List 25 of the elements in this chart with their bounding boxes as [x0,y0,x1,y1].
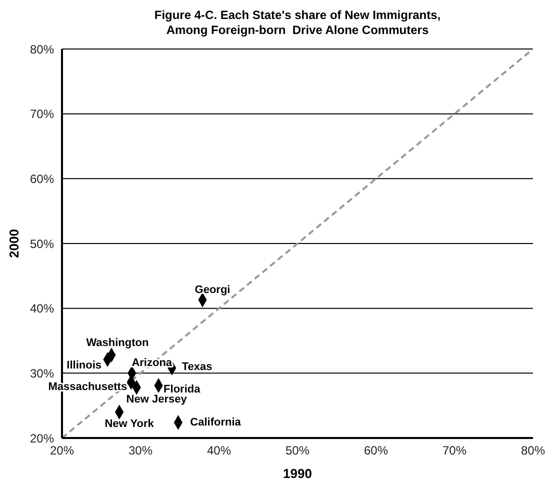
y-tick-label: 30% [30,366,54,380]
x-tick-label: 80% [520,444,546,458]
annotation: New York [104,418,155,430]
y-tick-label: 70% [30,107,54,122]
x-tick-label: 50% [285,444,310,458]
annotation: Georgi [194,284,230,296]
y-axis-title: 2000 [6,229,22,258]
annotation: Florida [164,383,202,396]
x-tick-label: 20% [50,444,74,458]
annotation: New Jersey [126,393,188,406]
annotation: Texas [182,360,212,373]
y-tick-label: 40% [30,302,54,316]
x-axis-title: 1990 [283,466,312,481]
y-tick-label: 60% [30,172,54,186]
annotation: California [190,416,242,428]
chart-title: Figure 4-C. Each State's share of New Immigrants, Among Foreign-born Drive Alone Commuters [153,8,442,38]
annotation: Washington [86,336,149,349]
x-tick-label: 40% [206,444,232,458]
x-tick-label: 60% [364,444,388,458]
annotation: Illinois [66,359,102,372]
y-tick-label: 20% [30,431,54,446]
x-tick-label: 70% [442,444,467,458]
y-tick-label: 50% [30,236,54,251]
x-tick-label: 30% [128,444,153,458]
y-tick-label: 80% [30,42,54,56]
